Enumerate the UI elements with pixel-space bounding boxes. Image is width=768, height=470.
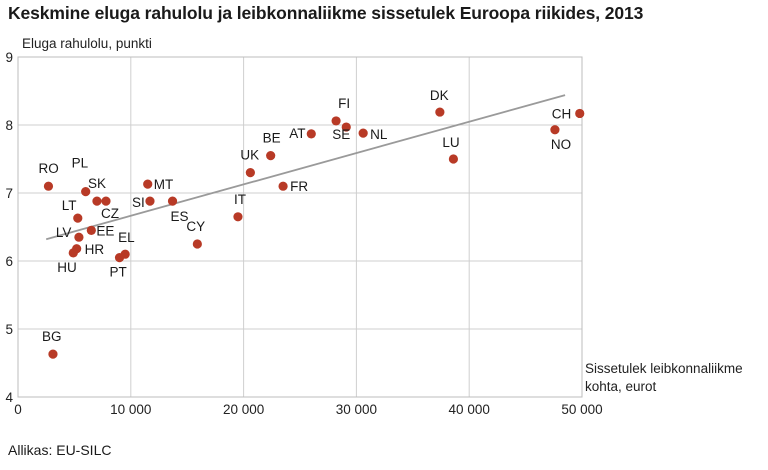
y-tick-label: 9: [5, 50, 13, 65]
data-point-mt: [143, 179, 153, 189]
point-label-hu: HU: [57, 260, 77, 275]
data-point-uk: [245, 168, 255, 178]
point-label-lu: LU: [442, 135, 459, 150]
y-tick-label: 5: [5, 322, 13, 337]
x-tick-label: 30 000: [336, 402, 377, 417]
point-label-lv: LV: [56, 225, 72, 240]
point-label-dk: DK: [430, 88, 449, 103]
data-point-cy: [192, 239, 202, 249]
point-label-bg: BG: [42, 329, 62, 344]
trendline: [45, 94, 566, 241]
y-tick-label: 6: [5, 254, 13, 269]
trendline-group: [45, 94, 566, 241]
point-label-pl: PL: [72, 156, 89, 171]
y-tick-label: 8: [5, 118, 13, 133]
data-point-cz: [101, 196, 111, 206]
data-point-fi: [331, 116, 341, 126]
data-point-es: [167, 196, 178, 206]
data-point-no: [550, 125, 560, 135]
tick-labels: 4 5 6 7 8 9 0 10 000 20 000 30 000 40 000 50 000: [5, 50, 602, 417]
point-label-se: SE: [332, 127, 350, 142]
grid-lines: [18, 57, 582, 397]
data-point-se: [341, 122, 351, 132]
source-note: Allikas: EU-SILC: [8, 442, 112, 458]
data-points: [43, 107, 585, 359]
x-tick-label: 40 000: [449, 402, 490, 417]
data-point-ee: [86, 225, 96, 235]
data-point-bg: [48, 349, 58, 359]
point-label-es: ES: [171, 209, 189, 224]
point-label-be: BE: [263, 131, 281, 146]
data-point-be: [266, 151, 276, 161]
data-point-at: [306, 129, 316, 139]
data-point-lv: [74, 232, 84, 242]
point-label-fr: FR: [290, 179, 308, 194]
data-point-hu: [68, 248, 78, 258]
point-label-el: EL: [118, 230, 135, 245]
plot-frame: [17, 56, 583, 398]
x-tick-label: 20 000: [223, 402, 264, 417]
point-label-cz: CZ: [101, 206, 119, 221]
plot-border: [17, 56, 583, 398]
data-point-nl: [358, 128, 368, 138]
point-label-ro: RO: [38, 161, 58, 176]
x-tick-label: 0: [14, 402, 22, 417]
data-point-pt: [114, 253, 125, 263]
data-point-dk: [435, 107, 445, 117]
x-tick-label: 10 000: [110, 402, 151, 417]
point-label-no: NO: [551, 137, 571, 152]
data-point-lu: [448, 154, 459, 164]
y-axis-label: Eluga rahulolu, punkti: [22, 36, 152, 51]
data-point-ch: [575, 108, 585, 119]
point-label-hr: HR: [85, 242, 105, 257]
point-label-ee: EE: [96, 223, 114, 238]
point-label-at: AT: [289, 126, 305, 141]
point-label-it: IT: [234, 192, 246, 207]
point-label-sk: SK: [88, 176, 106, 191]
point-label-uk: UK: [240, 148, 259, 163]
point-label-cy: CY: [186, 219, 205, 234]
data-point-si: [145, 196, 155, 206]
y-tick-label: 7: [5, 186, 13, 201]
point-label-mt: MT: [154, 177, 174, 192]
y-tick-label: 4: [5, 390, 13, 405]
data-point-sk: [92, 196, 102, 206]
x-axis-label-line-2: kohta, eurot: [585, 379, 657, 394]
point-label-nl: NL: [370, 127, 388, 142]
point-label-fi: FI: [338, 96, 350, 111]
chart-title: Keskmine eluga rahulolu ja leibkonnaliik…: [8, 3, 644, 23]
point-label-lt: LT: [62, 198, 77, 213]
data-point-fr: [278, 181, 288, 191]
point-label-pt: PT: [110, 265, 127, 280]
x-axis-label-line-1: Sissetulek leibkonnaliikme: [585, 361, 743, 376]
point-label-ch: CH: [552, 106, 572, 121]
data-point-pl: [81, 187, 91, 197]
data-point-ro: [43, 181, 54, 191]
data-point-it: [233, 212, 243, 222]
x-tick-label: 50 000: [561, 402, 602, 417]
data-point-lt: [73, 213, 83, 223]
point-label-si: SI: [132, 195, 145, 210]
